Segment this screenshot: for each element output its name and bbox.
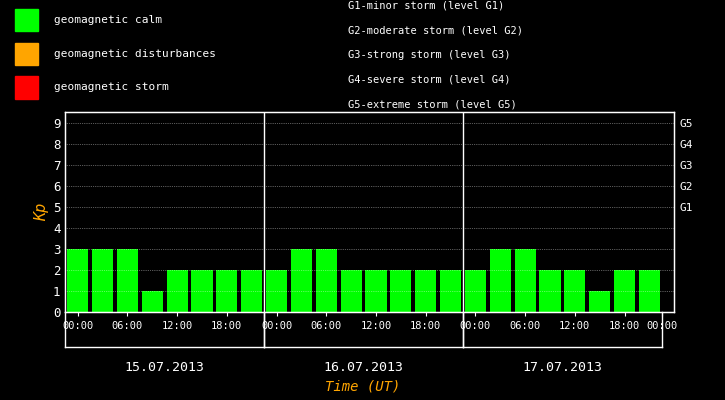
Bar (266, 270, 287, 312)
Text: G3-strong storm (level G3): G3-strong storm (level G3) (348, 50, 510, 60)
Bar (216, 270, 237, 312)
Text: Time (UT): Time (UT) (325, 380, 400, 394)
Bar (614, 270, 635, 312)
Bar (390, 270, 411, 312)
Bar (589, 291, 610, 312)
Bar (67, 249, 88, 312)
Text: 16.07.2013: 16.07.2013 (323, 361, 404, 374)
Bar (489, 249, 511, 312)
Text: geomagnetic disturbances: geomagnetic disturbances (54, 49, 216, 59)
Y-axis label: Kp: Kp (34, 203, 49, 221)
Bar (14, 42, 38, 65)
Bar (539, 270, 560, 312)
Bar (365, 270, 386, 312)
Text: 15.07.2013: 15.07.2013 (125, 361, 204, 374)
Bar (415, 270, 436, 312)
Bar (117, 249, 138, 312)
Bar (515, 249, 536, 312)
Text: geomagnetic calm: geomagnetic calm (54, 15, 162, 25)
Bar (241, 270, 262, 312)
Bar (564, 270, 585, 312)
Bar (92, 249, 113, 312)
Bar (167, 270, 188, 312)
Bar (14, 9, 38, 31)
Bar (465, 270, 486, 312)
Text: geomagnetic storm: geomagnetic storm (54, 82, 169, 92)
Text: G1-minor storm (level G1): G1-minor storm (level G1) (348, 1, 505, 11)
Text: G5-extreme storm (level G5): G5-extreme storm (level G5) (348, 99, 517, 109)
Bar (14, 76, 38, 98)
Bar (440, 270, 461, 312)
Bar (191, 270, 212, 312)
Bar (315, 249, 337, 312)
Bar (291, 249, 312, 312)
Text: G2-moderate storm (level G2): G2-moderate storm (level G2) (348, 25, 523, 35)
Text: G4-severe storm (level G4): G4-severe storm (level G4) (348, 74, 510, 84)
Bar (341, 270, 362, 312)
Bar (639, 270, 660, 312)
Bar (141, 291, 163, 312)
Text: 17.07.2013: 17.07.2013 (523, 361, 602, 374)
